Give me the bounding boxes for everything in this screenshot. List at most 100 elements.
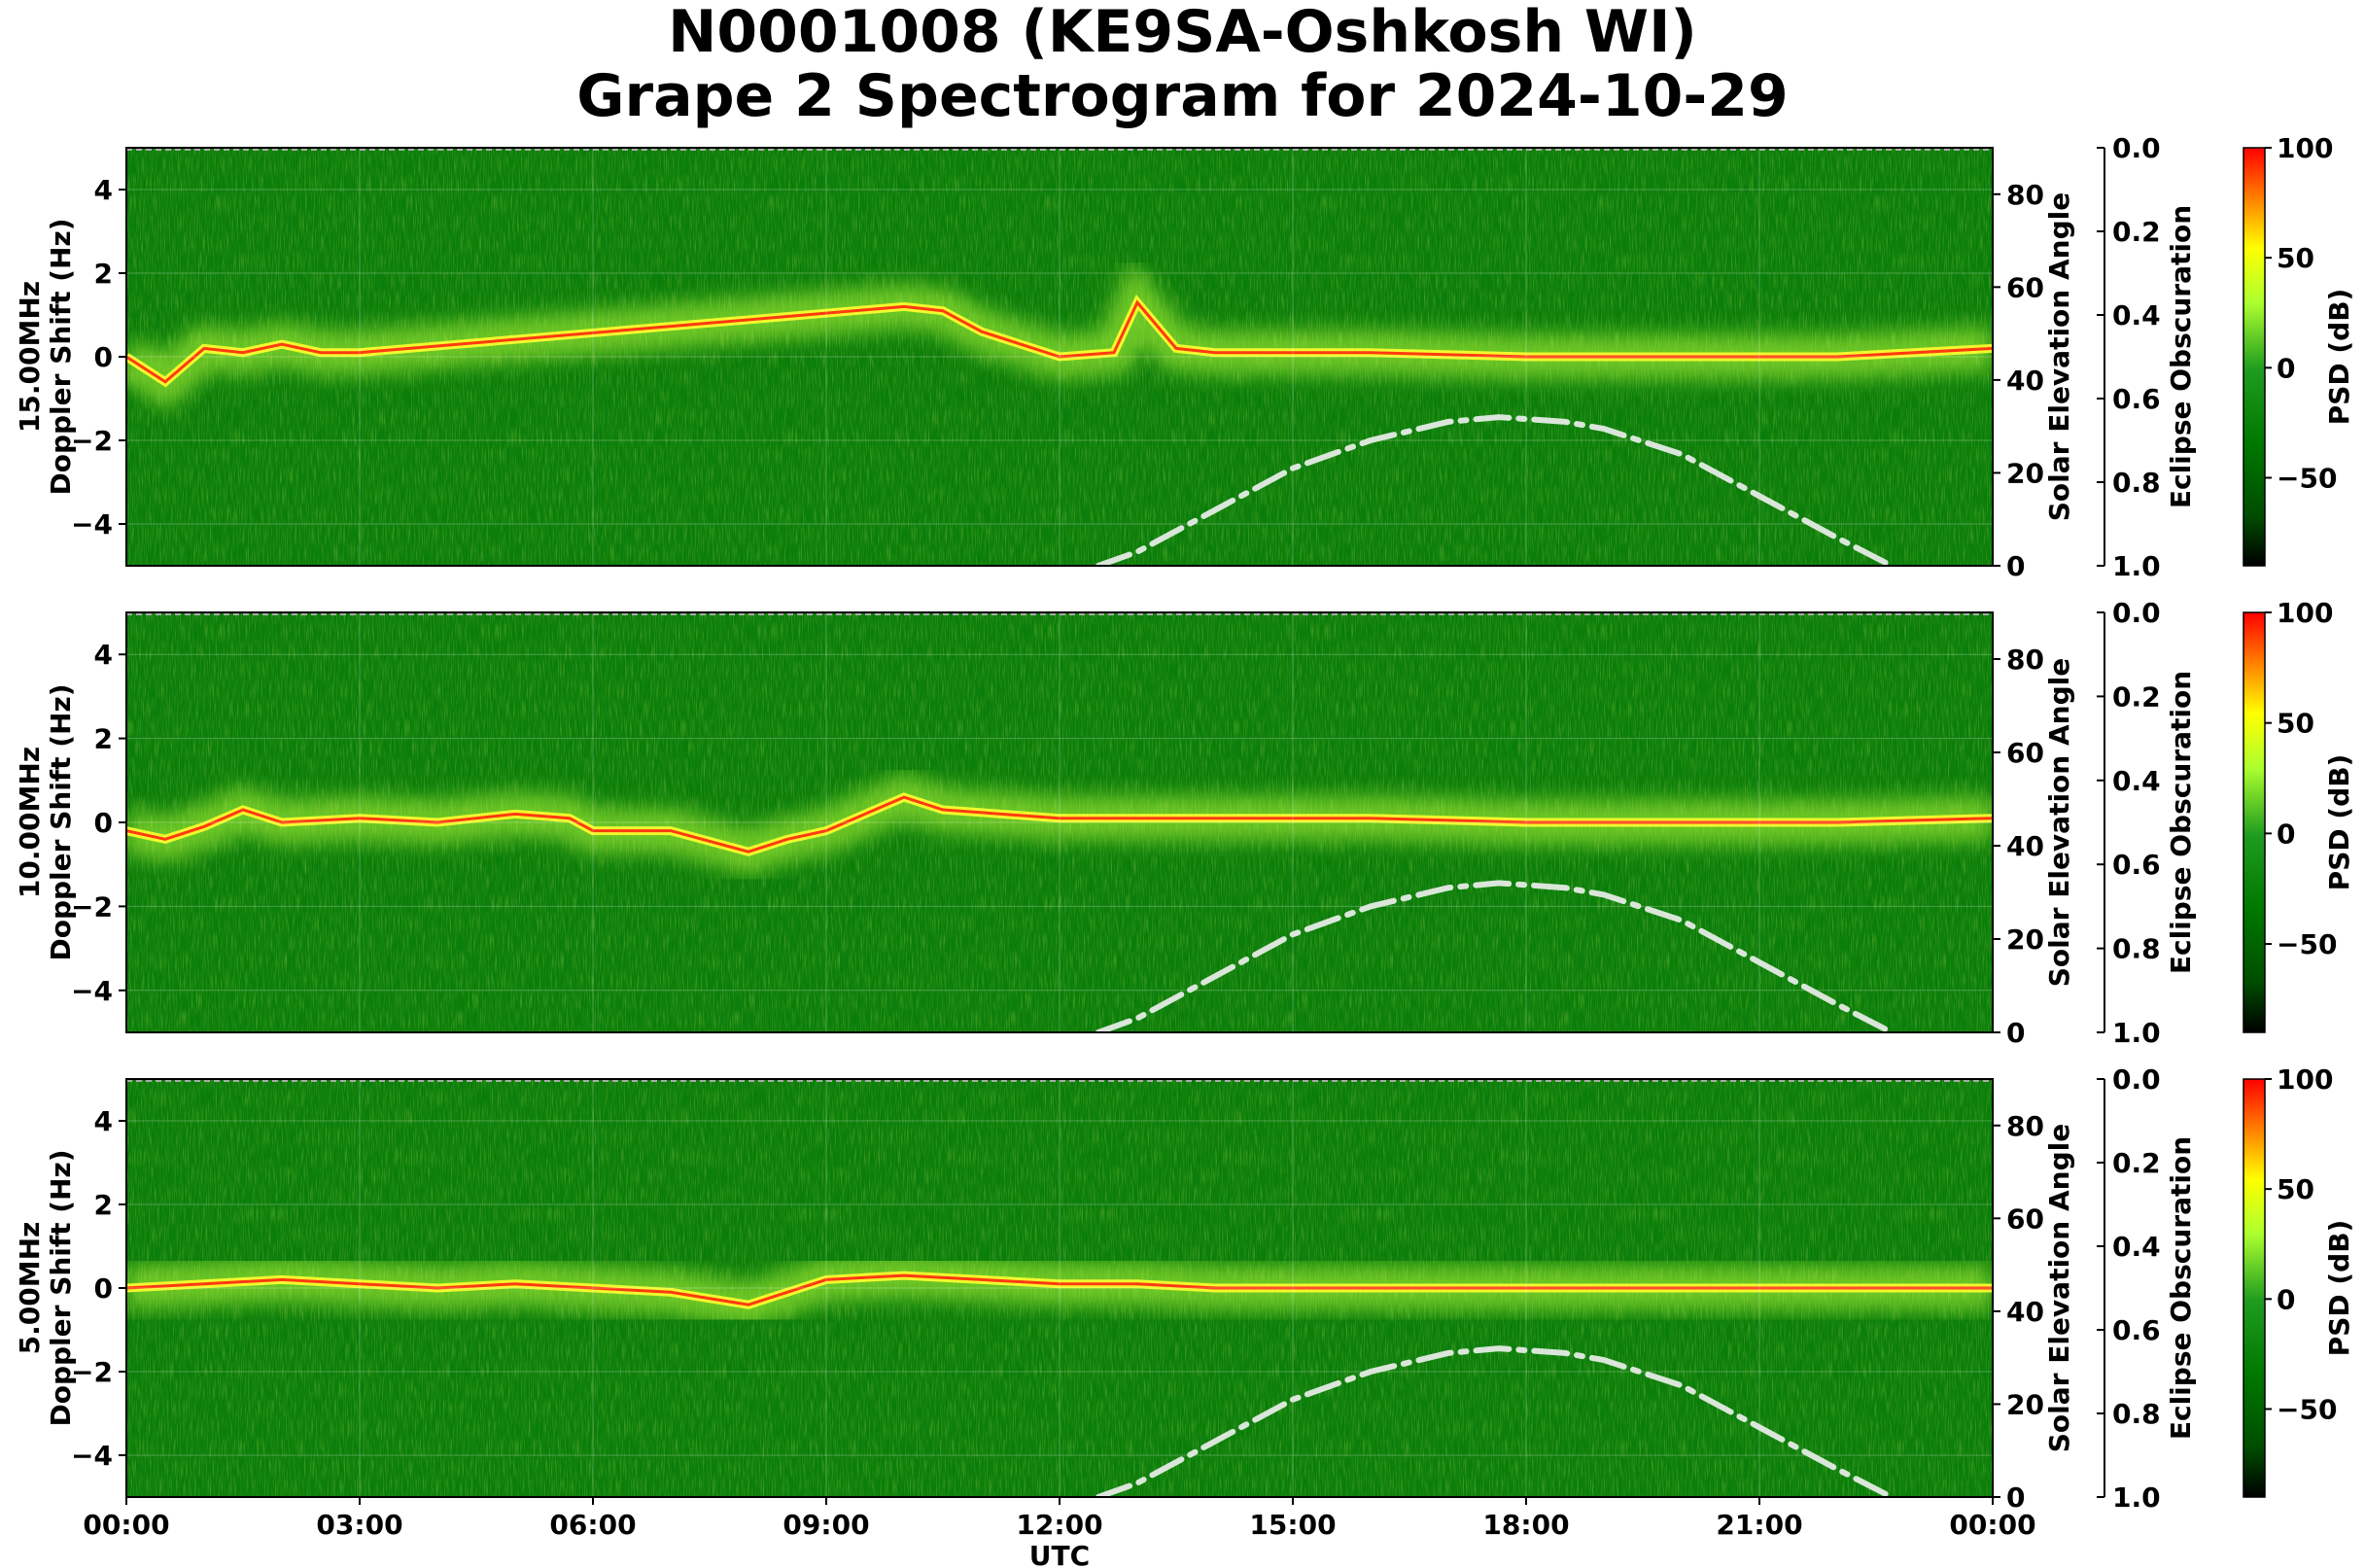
doppler-trace <box>126 795 1993 854</box>
eclipse-tick-label: 0.8 <box>2112 1398 2161 1430</box>
x-tick-label: 12:00 <box>1016 1509 1102 1541</box>
psd-colorbar <box>2243 611 2266 1033</box>
doppler-trace <box>126 1273 1993 1307</box>
y-axis-label-frequency: 15.00MHz <box>14 281 46 433</box>
colorbar-tick-label: 0 <box>2277 818 2295 850</box>
right-tick-label: 60 <box>2006 271 2044 303</box>
eclipse-tick-label: 0.0 <box>2112 132 2161 164</box>
right-tick-label: 40 <box>2006 365 2044 397</box>
solar-elevation-curve <box>1096 1345 1895 1497</box>
colorbar-tick-label: 50 <box>2277 1173 2314 1205</box>
psd-colorbar-label: PSD (dB) <box>2323 754 2355 891</box>
y-tick-label: 4 <box>94 639 113 671</box>
y-axis-label-doppler: Doppler Shift (Hz) <box>45 218 77 495</box>
x-tick-label: 15:00 <box>1249 1509 1336 1541</box>
right-tick-label: 60 <box>2006 1202 2044 1235</box>
y-tick-label: 4 <box>94 174 113 206</box>
y-tick-label: 2 <box>94 1189 113 1221</box>
doppler-trace <box>126 299 1993 384</box>
right-tick-label: 60 <box>2006 737 2044 769</box>
psd-colorbar <box>2243 1078 2266 1498</box>
spectrogram-layer <box>126 1079 1993 1497</box>
psd-colorbar <box>2243 147 2266 567</box>
y-tick-label: −4 <box>71 508 113 540</box>
chart-title-line-1: N0001008 (KE9SA-Oshkosh WI) <box>668 0 1697 66</box>
panel-15.00MHz: −4 −2 0 2 4 15.00MHz Doppler Shift (Hz) 0 20 40 60… <box>14 132 2355 582</box>
y-tick-label: −4 <box>71 975 113 1007</box>
eclipse-tick-label: 1.0 <box>2112 1481 2161 1514</box>
x-tick-label: 06:00 <box>549 1509 636 1541</box>
eclipse-tick-label: 0.2 <box>2112 680 2161 713</box>
colorbar-tick-label: −50 <box>2277 1393 2337 1425</box>
eclipse-tick-label: 0.0 <box>2112 1063 2161 1096</box>
solar-elevation-curve <box>1096 414 1895 566</box>
right-tick-label: 80 <box>2006 179 2044 211</box>
y-tick-label: −2 <box>71 1356 113 1388</box>
colorbar-tick-label: 50 <box>2277 708 2314 740</box>
right-tick-label: 20 <box>2006 923 2044 956</box>
eclipse-tick-label: 1.0 <box>2112 1017 2161 1049</box>
y-tick-label: 0 <box>94 341 113 373</box>
spectrogram-layer <box>126 148 1993 566</box>
y-axis-label-doppler: Doppler Shift (Hz) <box>45 683 77 960</box>
psd-colorbar-label: PSD (dB) <box>2323 289 2355 426</box>
colorbar-tick-label: 50 <box>2277 242 2314 274</box>
eclipse-tick-label: 0.2 <box>2112 1147 2161 1179</box>
x-axis-label: UTC <box>1029 1540 1090 1568</box>
colorbar-tick-label: 100 <box>2277 597 2333 629</box>
right-tick-label: 0 <box>2006 1017 2025 1049</box>
solar-elevation-label: Solar Elevation Angle <box>2043 658 2075 987</box>
colorbar-tick-label: −50 <box>2277 462 2337 494</box>
eclipse-tick-label: 0.8 <box>2112 467 2161 499</box>
eclipse-tick-label: 0.6 <box>2112 1314 2161 1346</box>
x-tick-label: 00:00 <box>1949 1509 2035 1541</box>
y-axis-label-frequency: 5.00MHz <box>14 1222 46 1355</box>
y-tick-label: −4 <box>71 1440 113 1472</box>
panel-10.00MHz: −4 −2 0 2 4 10.00MHz Doppler Shift (Hz) 0 20 40 60… <box>14 597 2355 1049</box>
x-tick-label: 03:00 <box>316 1509 402 1541</box>
y-tick-label: 0 <box>94 1272 113 1305</box>
right-tick-label: 0 <box>2006 550 2025 582</box>
eclipse-tick-label: 1.0 <box>2112 550 2161 582</box>
y-tick-label: −2 <box>71 890 113 923</box>
eclipse-obscuration-label: Eclipse Obscuration <box>2165 1136 2197 1440</box>
y-tick-label: 4 <box>94 1105 113 1137</box>
colorbar-tick-label: 0 <box>2277 1283 2295 1315</box>
right-tick-label: 20 <box>2006 1388 2044 1420</box>
spectrogram-layer <box>126 612 1993 1032</box>
right-tick-label: 20 <box>2006 457 2044 489</box>
eclipse-tick-label: 0.4 <box>2112 299 2161 331</box>
eclipse-tick-label: 0.8 <box>2112 933 2161 965</box>
psd-colorbar-label: PSD (dB) <box>2323 1220 2355 1357</box>
chart-title-line-2: Grape 2 Spectrogram for 2024-10-29 <box>576 62 1789 130</box>
y-tick-label: 2 <box>94 258 113 290</box>
eclipse-obscuration-label: Eclipse Obscuration <box>2165 671 2197 974</box>
solar-elevation-label: Solar Elevation Angle <box>2043 1124 2075 1452</box>
colorbar-tick-label: 0 <box>2277 352 2295 384</box>
x-tick-label: 00:00 <box>83 1509 169 1541</box>
x-tick-label: 21:00 <box>1716 1509 1802 1541</box>
right-tick-label: 40 <box>2006 1296 2044 1328</box>
right-tick-label: 0 <box>2006 1481 2025 1514</box>
eclipse-tick-label: 0.6 <box>2112 849 2161 881</box>
y-tick-label: 0 <box>94 807 113 839</box>
right-tick-label: 80 <box>2006 1110 2044 1142</box>
solar-elevation-curve <box>1096 880 1895 1032</box>
eclipse-tick-label: 0.0 <box>2112 597 2161 629</box>
y-axis-label-doppler: Doppler Shift (Hz) <box>45 1149 77 1426</box>
colorbar-tick-label: 100 <box>2277 132 2333 164</box>
chart-title: N0001008 (KE9SA-Oshkosh WI) Grape 2 Spec… <box>0 0 2365 128</box>
x-tick-label: 09:00 <box>783 1509 869 1541</box>
eclipse-tick-label: 0.4 <box>2112 1231 2161 1263</box>
y-axis-label-frequency: 10.00MHz <box>14 747 46 898</box>
eclipse-obscuration-label: Eclipse Obscuration <box>2165 205 2197 508</box>
eclipse-tick-label: 0.4 <box>2112 765 2161 797</box>
eclipse-tick-label: 0.6 <box>2112 383 2161 415</box>
y-tick-label: −2 <box>71 425 113 457</box>
solar-elevation-label: Solar Elevation Angle <box>2043 192 2075 521</box>
right-tick-label: 80 <box>2006 644 2044 676</box>
colorbar-tick-label: 100 <box>2277 1063 2333 1096</box>
panel-5.00MHz: −4 −2 0 2 4 5.00MHz Doppler Shift (Hz) 0 20 40 60 8… <box>14 1063 2355 1568</box>
colorbar-tick-label: −50 <box>2277 928 2337 960</box>
